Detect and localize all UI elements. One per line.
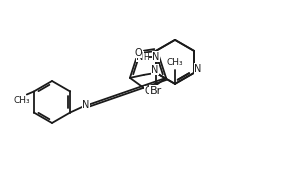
Text: N: N [136, 52, 143, 62]
Text: N: N [153, 52, 160, 62]
Text: O: O [134, 48, 142, 58]
Text: Br: Br [150, 86, 162, 96]
Text: N: N [151, 65, 159, 75]
Text: H: H [143, 53, 149, 62]
Text: N: N [194, 64, 202, 74]
Text: O: O [144, 86, 152, 96]
Text: CH₃: CH₃ [14, 96, 30, 105]
Text: N: N [82, 100, 90, 110]
Text: CH₃: CH₃ [167, 58, 183, 67]
